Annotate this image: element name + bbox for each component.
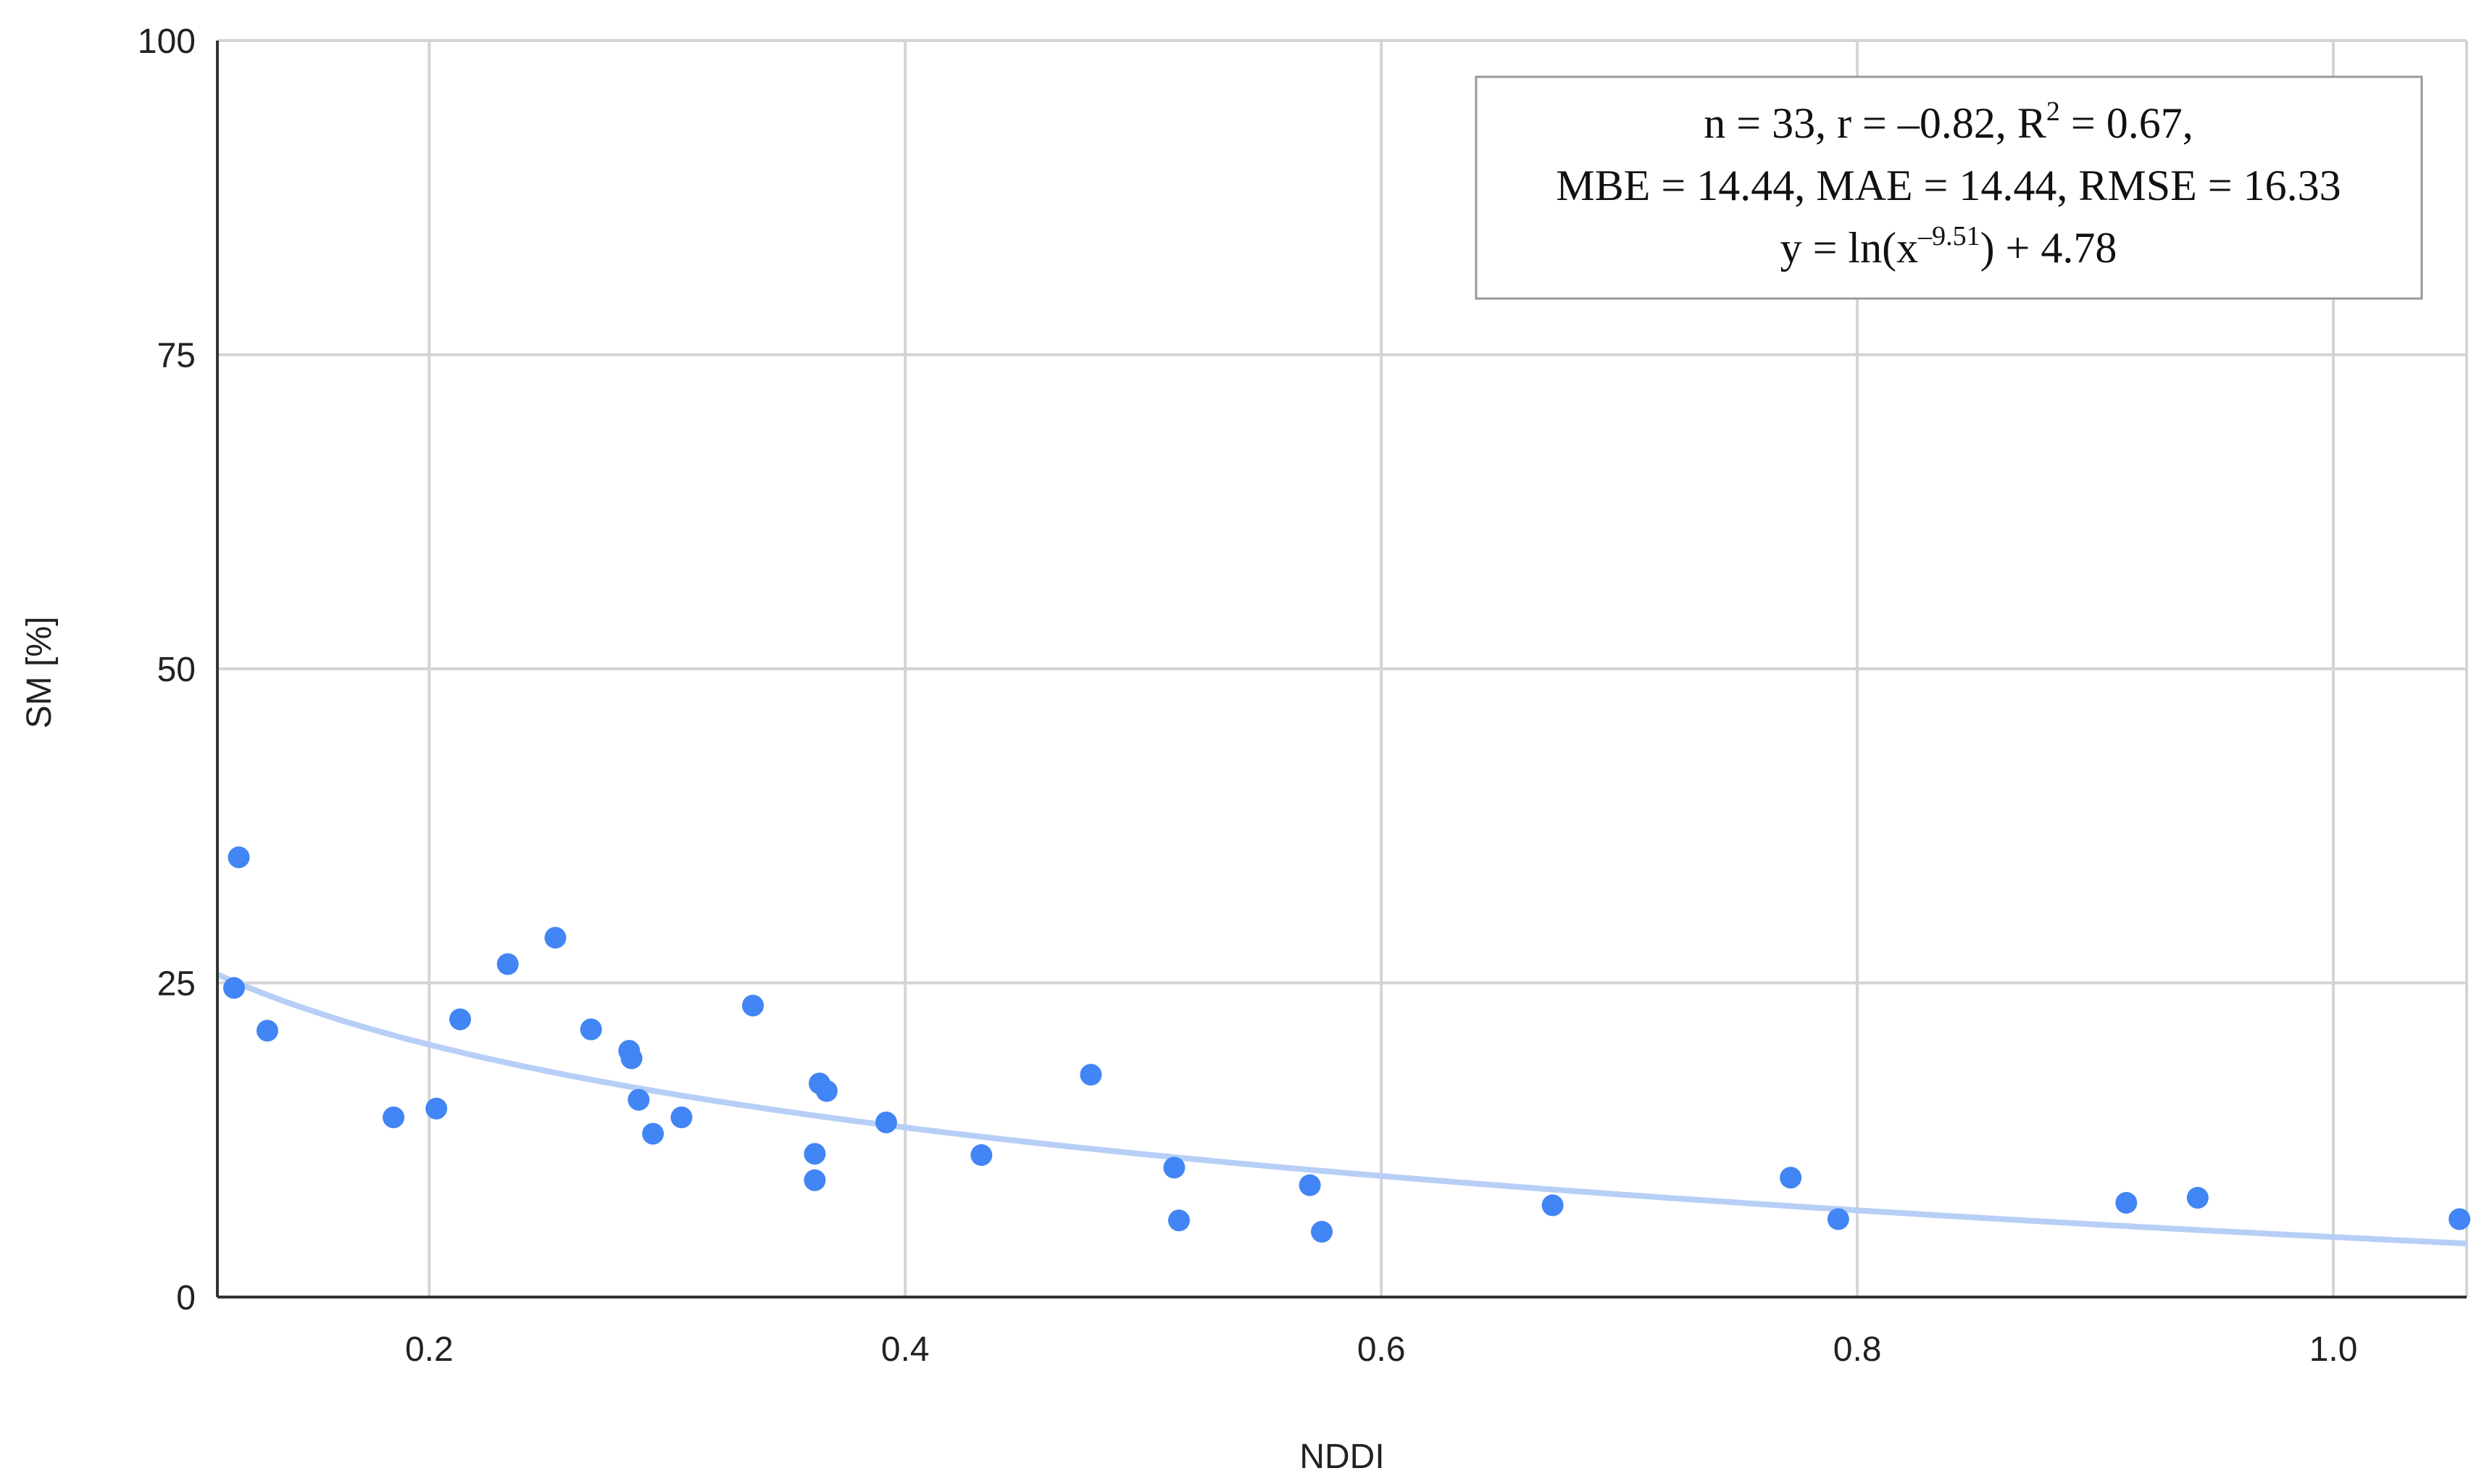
x-tick-label: 0.2 (405, 1330, 454, 1369)
data-point (628, 1088, 650, 1111)
data-point (2449, 1208, 2471, 1230)
data-point (804, 1143, 826, 1165)
data-point (1780, 1167, 1802, 1189)
y-tick-label: 25 (157, 965, 196, 1004)
data-point (222, 977, 245, 999)
data-point (620, 1047, 643, 1070)
data-point (1080, 1064, 1102, 1086)
data-point (449, 1008, 472, 1030)
x-tick-label: 0.8 (1833, 1330, 1882, 1369)
data-point (804, 1169, 826, 1191)
gridlines (217, 39, 2468, 1297)
x-axis-title: NDDI (1299, 1438, 1384, 1476)
data-point (670, 1106, 693, 1129)
y-axis-title: SM [%] (20, 617, 59, 729)
stats-box: n = 33, r = –0.82, R2 = 0.67, MBE = 14.4… (1475, 75, 2423, 300)
data-point (642, 1122, 664, 1145)
stats-line-2: MBE = 14.44, MAE = 14.44, RMSE = 16.33 (1556, 162, 2341, 209)
y-tick-label: 0 (176, 1279, 196, 1317)
data-point (383, 1106, 405, 1129)
stats-box-frame (1475, 75, 2423, 300)
data-point (496, 953, 519, 975)
data-point (228, 846, 250, 869)
data-point (425, 1097, 448, 1120)
data-points (222, 846, 2471, 1243)
x-tick-label: 1.0 (2309, 1330, 2358, 1369)
data-point (1541, 1194, 1564, 1217)
stats-line-1: n = 33, r = –0.82, R2 = 0.67, (1704, 96, 2193, 147)
x-tick-label: 0.6 (1357, 1330, 1406, 1369)
x-tick-label: 0.4 (881, 1330, 930, 1369)
data-point (875, 1111, 897, 1133)
data-point (742, 994, 764, 1017)
data-point (815, 1080, 838, 1102)
data-point (1168, 1209, 1191, 1232)
y-tick-label: 75 (157, 337, 196, 375)
tick-labels: 0 25 50 75 100 0.2 0.4 0.6 0.8 1.0 (138, 22, 2358, 1369)
data-point (256, 1020, 278, 1042)
data-point (580, 1018, 602, 1041)
axes (216, 41, 2467, 1298)
data-point (970, 1144, 993, 1167)
data-point (1827, 1208, 1849, 1230)
data-point (544, 927, 567, 949)
stats-line-3: y = ln(x–9.51) + 4.78 (1780, 221, 2117, 272)
data-point (1299, 1174, 1321, 1196)
trendline-layer (216, 971, 2467, 1247)
trendline (216, 971, 2467, 1247)
data-point (2115, 1191, 2138, 1214)
data-point (1163, 1156, 1185, 1179)
data-point (1311, 1220, 1333, 1243)
y-tick-label: 50 (157, 651, 196, 689)
data-point (2186, 1187, 2209, 1209)
y-tick-label: 100 (138, 22, 196, 61)
